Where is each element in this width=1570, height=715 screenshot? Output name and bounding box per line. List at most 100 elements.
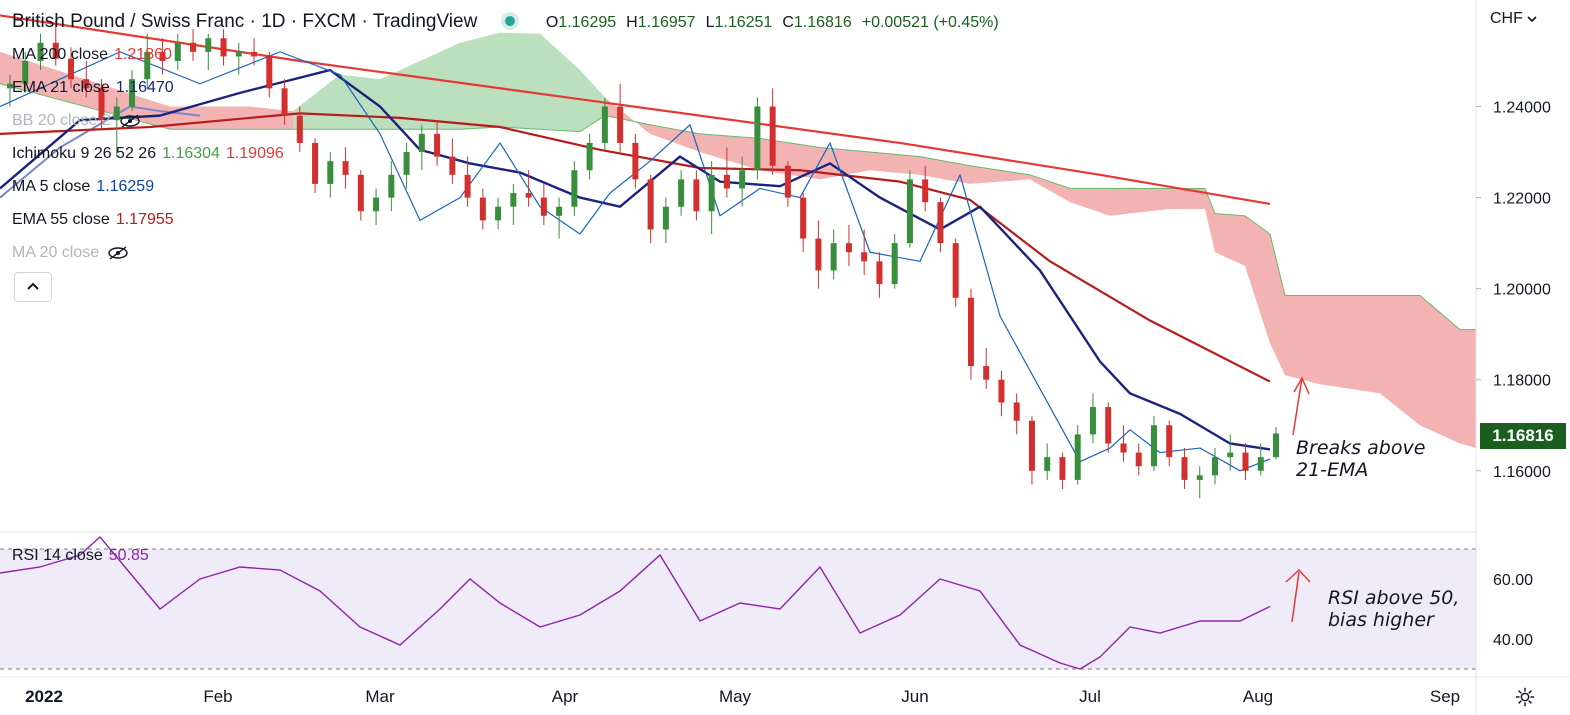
ichimoku-cloud <box>0 32 1476 449</box>
candle <box>403 142 410 189</box>
candle <box>1135 443 1142 476</box>
legend-value: 1.21860 <box>114 46 172 63</box>
candle <box>983 347 990 389</box>
candle <box>98 79 105 130</box>
legend-label: BB 20 close 2 <box>12 112 111 129</box>
candle <box>525 170 532 207</box>
candle <box>327 152 334 198</box>
candle-body <box>1044 457 1051 471</box>
candle <box>388 161 395 212</box>
price-tick-label: 1.18000 <box>1493 373 1551 390</box>
candle-body <box>495 206 502 221</box>
candle-body <box>281 88 288 116</box>
candle <box>1089 393 1096 444</box>
legend-row[interactable]: Ichimoku 9 26 52 26 1.16304 1.19096 <box>12 144 284 164</box>
arrow-price <box>1292 377 1303 436</box>
ohlc-item: L1.16251 <box>706 14 773 31</box>
time-tick-label: Aug <box>1243 687 1273 706</box>
candle-body <box>373 197 380 212</box>
gear-icon[interactable] <box>1514 686 1536 708</box>
candle <box>52 20 59 66</box>
last-price-badge: 1.16816 <box>1480 423 1566 449</box>
candle <box>1273 427 1279 460</box>
candle-body <box>678 179 685 207</box>
candle-body <box>967 297 974 367</box>
candle-body <box>754 106 761 171</box>
rsi-pane <box>0 535 1476 670</box>
legend-row[interactable]: BB 20 close 2 <box>12 111 141 131</box>
candle <box>800 193 807 253</box>
candle-body <box>693 179 700 212</box>
candle <box>601 97 608 153</box>
ohlc-key: O <box>545 14 559 31</box>
candle-body <box>739 170 746 189</box>
candle-body <box>1089 407 1096 435</box>
rsi-line <box>0 535 1271 670</box>
candle-body <box>1181 457 1188 480</box>
legend-label: MA 5 close <box>12 178 91 195</box>
candle <box>952 238 959 307</box>
eye-hidden-icon[interactable] <box>119 114 141 128</box>
candle <box>220 29 227 66</box>
collapse-legend-button[interactable] <box>14 272 52 302</box>
candle-body <box>220 38 227 57</box>
legend-row[interactable]: MA 20 close <box>12 243 129 263</box>
candle-body <box>22 60 29 84</box>
candle-body <box>266 56 273 89</box>
candle-body <box>647 179 654 230</box>
candle-body <box>571 170 578 207</box>
currency-selector[interactable]: CHF <box>1490 10 1537 28</box>
candle <box>357 170 364 221</box>
candle-body <box>1135 452 1142 467</box>
candle <box>1044 443 1051 480</box>
eye-hidden-icon[interactable] <box>107 246 129 260</box>
candle-body <box>418 133 425 153</box>
legend-row[interactable]: EMA 21 close 1.16470 <box>12 78 174 98</box>
arrow-rsi <box>1291 571 1300 623</box>
candle-body <box>1242 452 1249 471</box>
rsi-tick-label: 60.00 <box>1493 572 1533 589</box>
candle <box>632 133 639 189</box>
time-axis[interactable]: 2022 Feb Mar Apr May Jun Jul Aug Sep <box>25 687 1460 706</box>
candle-body <box>129 79 136 107</box>
candle-body <box>312 142 319 184</box>
candle <box>586 133 593 180</box>
candle-body <box>68 58 75 80</box>
legend-label: MA 200 close <box>12 46 109 63</box>
currency-label: CHF <box>1490 10 1523 27</box>
candle <box>906 170 913 248</box>
ohlc-key: C <box>782 14 794 31</box>
candle <box>205 33 212 71</box>
candle <box>235 42 242 75</box>
legend-row[interactable]: MA 200 close 1.21860 <box>12 45 172 65</box>
ohlc-value: 1.16251 <box>714 14 773 31</box>
legend-label: Ichimoku 9 26 52 26 <box>12 145 157 162</box>
candle <box>647 174 654 244</box>
candle <box>281 79 288 125</box>
candle <box>815 220 822 289</box>
legend-value: 1.17955 <box>115 211 174 228</box>
candle-body <box>845 243 852 253</box>
price-tick-label: 1.22000 <box>1493 191 1551 208</box>
price-annotation: Breaks above 21-EMA <box>1296 437 1425 481</box>
rsi-annotation-line: RSI above 50, <box>1328 587 1460 609</box>
symbol-title[interactable]: British Pound / Swiss Franc · 1D · FXCM … <box>12 11 478 32</box>
candle-body <box>632 142 639 180</box>
candle-body <box>174 42 181 61</box>
candle-body <box>403 152 410 175</box>
rsi-legend-label: RSI 14 close <box>12 547 103 564</box>
candle-body <box>983 366 990 380</box>
candle-body <box>52 42 59 59</box>
candle-body <box>937 202 944 244</box>
candle <box>37 33 44 71</box>
ma200-line <box>0 14 1271 206</box>
candle-body <box>159 51 166 61</box>
candle <box>434 120 441 166</box>
legend-label: EMA 21 close <box>12 79 110 96</box>
time-tick-label: Feb <box>203 687 232 706</box>
legend-value: 1.16470 <box>115 79 174 96</box>
legend-row[interactable]: EMA 55 close 1.17955 <box>12 210 174 230</box>
legend-row[interactable]: MA 5 close 1.16259 <box>12 177 154 197</box>
